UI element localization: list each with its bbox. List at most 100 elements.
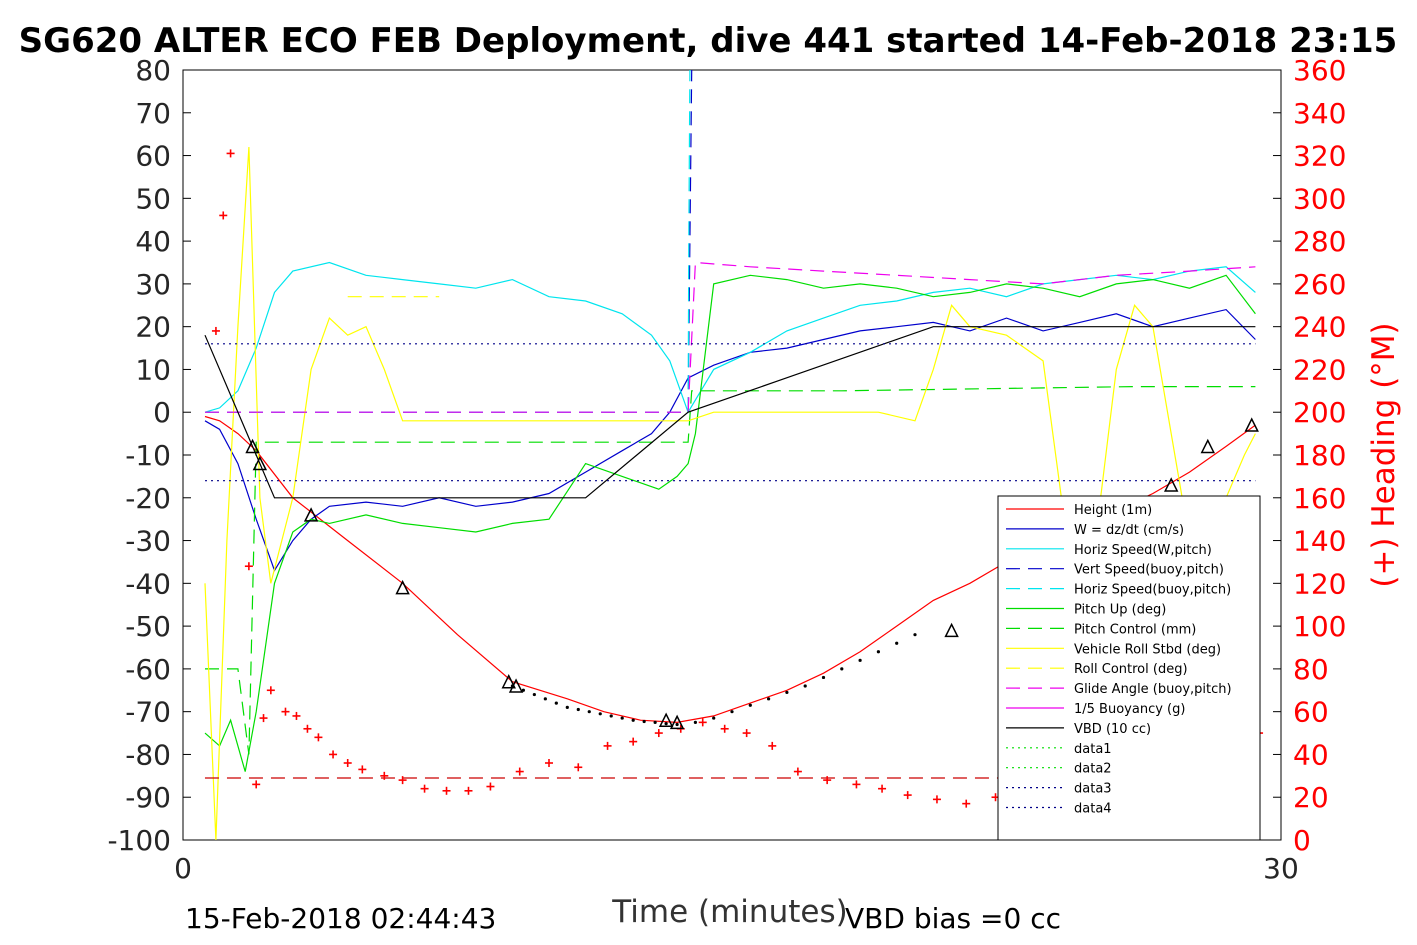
- right-tick-label: 320: [1293, 140, 1346, 173]
- depth-marker: [1163, 477, 1179, 492]
- left-tick-label: 70: [135, 97, 171, 130]
- dive-sample-dot: [858, 658, 862, 662]
- heading-point: [219, 211, 228, 220]
- dive-sample-dot: [840, 667, 844, 671]
- right-tick-label: 180: [1293, 439, 1346, 472]
- dive-sample-dot: [631, 718, 635, 722]
- dive-sample-dot: [587, 710, 591, 714]
- depth-marker: [395, 579, 410, 595]
- heading-point: [629, 737, 638, 746]
- legend-entry: 1/5 Buoyancy (g): [1074, 702, 1185, 717]
- x-tick-label: 30: [1263, 852, 1299, 885]
- heading-point: [852, 780, 861, 789]
- left-tick-label: -30: [125, 525, 171, 558]
- legend-entry: Vehicle Roll Stbd (deg): [1074, 642, 1221, 657]
- left-tick-label: 60: [135, 140, 171, 173]
- left-tick-label: 50: [135, 182, 171, 215]
- left-axis-ticks: 80 70 60 50 40 30 20 10 0 -10 -20 -30 -40 -50 -60 -70 -8…: [107, 54, 191, 857]
- dive-sample-dot: [803, 684, 807, 688]
- legend-entry: Roll Control (deg): [1074, 662, 1188, 677]
- heading-point: [698, 718, 707, 727]
- heading-point: [358, 765, 367, 774]
- left-tick-label: -80: [125, 738, 171, 771]
- dive-sample-dot: [730, 710, 734, 714]
- x-axis-label: Time (minutes): [611, 894, 847, 930]
- legend-entry: data2: [1074, 762, 1112, 777]
- dive-sample-dot: [913, 633, 917, 637]
- heading-point: [420, 784, 429, 793]
- left-tick-label: 30: [135, 268, 171, 301]
- legend-entry: Height (1m): [1074, 503, 1152, 518]
- heading-point: [515, 767, 524, 776]
- dive-sample-dot: [543, 697, 547, 701]
- dive-sample-dot: [675, 722, 679, 727]
- left-tick-label: -40: [125, 567, 171, 600]
- depth-marker: [1244, 417, 1259, 432]
- heading-point: [962, 799, 971, 808]
- heading-point: [720, 724, 729, 733]
- dive-sample-dot: [895, 641, 899, 645]
- heading-point: [442, 786, 451, 795]
- legend-entry: Vert Speed(buoy,pitch): [1074, 563, 1224, 578]
- heading-point: [574, 763, 583, 772]
- series-layer: [204, 70, 1256, 840]
- heading-point: [281, 707, 290, 716]
- right-tick-label: 280: [1293, 225, 1346, 258]
- dive-sample-dot: [565, 705, 569, 709]
- legend-entry: Horiz Speed(W,pitch): [1074, 543, 1212, 558]
- dive-sample-dot: [642, 719, 646, 724]
- heading-point: [211, 326, 220, 335]
- heading-point: [793, 767, 802, 776]
- heading-point: [654, 729, 663, 738]
- legend-entry: data4: [1074, 802, 1112, 817]
- left-tick-label: -60: [125, 653, 171, 686]
- depth-marker: [303, 507, 319, 522]
- right-tick-label: 40: [1293, 738, 1329, 771]
- heading-point: [823, 776, 832, 785]
- right-tick-label: 160: [1293, 482, 1346, 515]
- right-axis-ticks: 3603403203002802602402202001801601401201…: [1273, 54, 1346, 857]
- legend-entry: Glide Angle (buoy,pitch): [1074, 682, 1232, 697]
- dive-sample-dot: [876, 650, 881, 654]
- heading-point: [742, 729, 751, 738]
- depth-marker: [501, 674, 516, 689]
- left-tick-label: -50: [125, 610, 171, 643]
- series-line-10: [205, 261, 1256, 413]
- dive-sample-dot: [693, 720, 698, 724]
- left-tick-label: -20: [125, 482, 171, 515]
- dive-sample-dot: [532, 692, 536, 697]
- dive-sample-dot: [576, 707, 580, 712]
- legend: Height (1m) W = dz/dt (cm/s) Horiz Speed(W…: [997, 495, 1261, 841]
- right-tick-label: 20: [1293, 781, 1329, 814]
- dive-sample-dot: [554, 701, 558, 705]
- depth-marker: [508, 678, 524, 693]
- chart-title: SG620 ALTER ECO FEB Deployment, dive 441…: [19, 21, 1398, 61]
- dive-sample-dot: [748, 703, 752, 707]
- dive-sample-dot: [620, 716, 624, 720]
- heading-point: [545, 759, 553, 767]
- depth-marker: [1200, 438, 1216, 454]
- legend-entry: data1: [1074, 742, 1112, 757]
- dive-sample-dot: [521, 688, 525, 692]
- x-axis-ticks: 0 30: [174, 832, 1299, 885]
- right-tick-label: 120: [1293, 567, 1346, 600]
- heading-point: [303, 724, 312, 733]
- left-tick-label: -70: [125, 696, 171, 729]
- dive-sample-dot: [821, 675, 826, 680]
- legend-entry: data3: [1074, 782, 1112, 797]
- heading-point: [314, 733, 323, 742]
- right-tick-label: 140: [1293, 525, 1346, 558]
- left-tick-label: 40: [135, 225, 171, 258]
- heading-point: [252, 780, 261, 789]
- right-tick-label: 200: [1293, 396, 1346, 429]
- right-tick-label: 100: [1293, 610, 1346, 643]
- heading-point: [878, 784, 887, 793]
- heading-point: [486, 782, 495, 791]
- heading-point: [329, 750, 338, 759]
- left-tick-label: -10: [125, 439, 171, 472]
- left-tick-label: 10: [135, 353, 171, 386]
- heading-point: [932, 795, 941, 804]
- dive-sample-dot: [653, 720, 657, 724]
- heading-point: [768, 741, 777, 750]
